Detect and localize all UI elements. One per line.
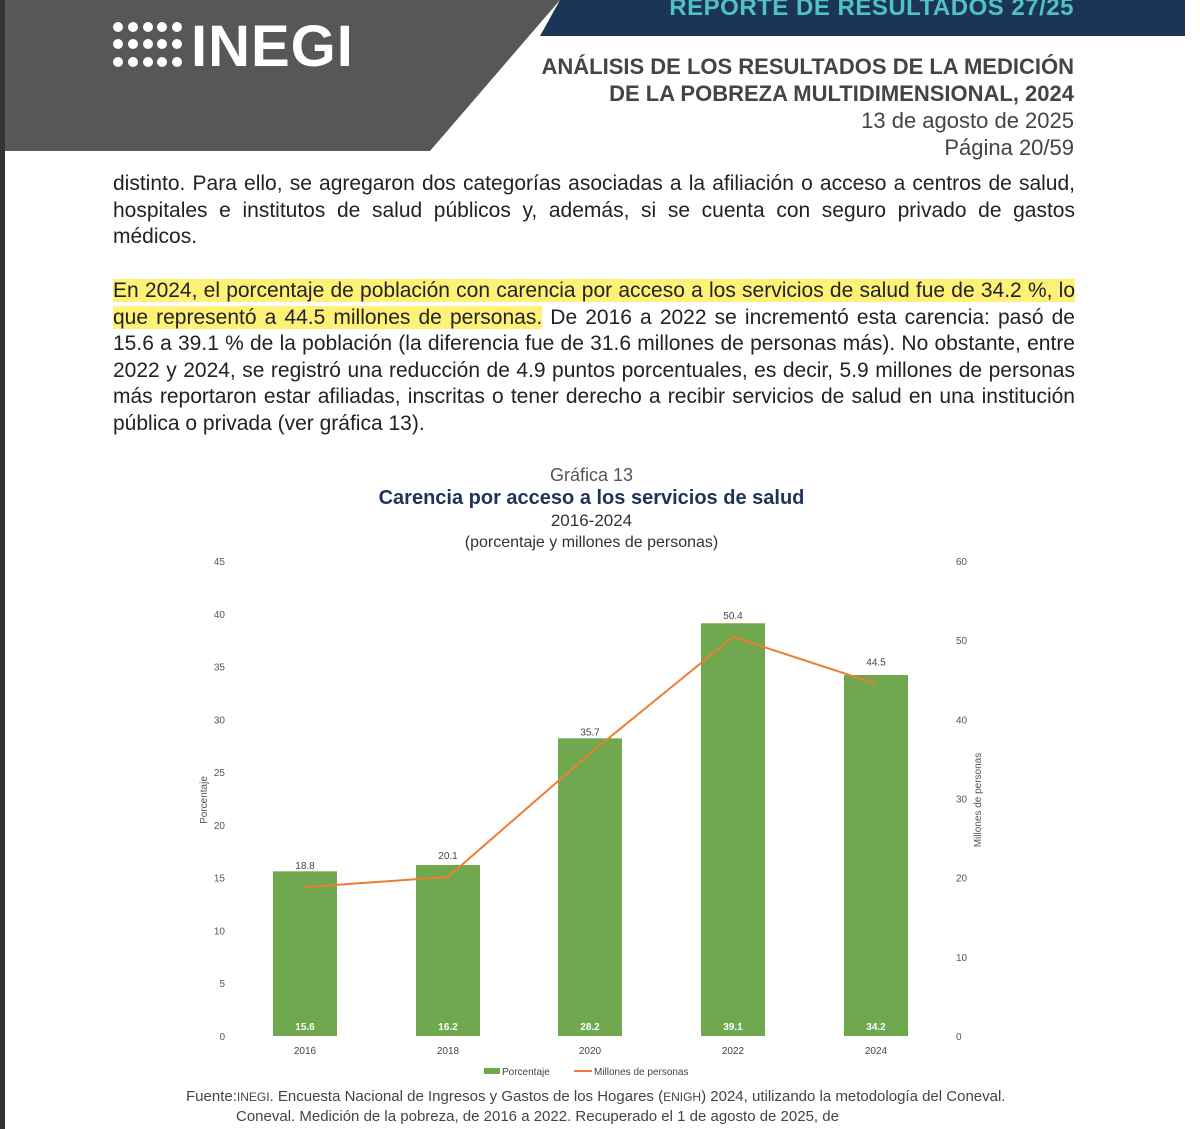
paragraph-2-rest: De 2016 a 2022 se incrementó esta carenc… [113,305,1075,435]
bar [273,871,337,1036]
y2-tick-label: 50 [956,636,968,647]
chart-units: (porcentaje y millones de personas) [464,534,719,551]
y-tick-label: 5 [219,979,225,990]
source-note: Fuente:INEGI. Encuesta Nacional de Ingre… [186,1087,1005,1126]
doc-title-1: ANÁLISIS DE LOS RESULTADOS DE LA MEDICIÓ… [541,54,1074,79]
y2-tick-label: 0 [956,1032,962,1043]
y2-tick-label: 30 [956,795,968,806]
line-data-label: 35.7 [580,727,600,738]
doc-date: 13 de agosto de 2025 [861,108,1074,133]
document-header: ANÁLISIS DE LOS RESULTADOS DE LA MEDICIÓ… [541,53,1074,161]
source-label: Fuente: [186,1088,237,1105]
paragraph-1: distinto. Para ello, se agregaron dos ca… [113,172,1075,249]
y-tick-label: 25 [214,768,226,779]
legend-label-line: Millones de personas [594,1067,689,1078]
y-tick-label: 45 [214,557,226,568]
y2-tick-label: 40 [956,715,968,726]
inegi-logo-mark-icon [113,22,185,72]
line-data-label: 20.1 [438,851,458,862]
window-edge [0,0,5,1129]
inegi-logo: INEGI [113,14,354,79]
header-report-band [540,0,1185,36]
bar-data-label: 34.2 [866,1022,886,1033]
y-tick-label: 15 [214,874,226,885]
bar [844,675,908,1036]
x-tick-label: 2020 [579,1046,602,1057]
bar-data-label: 28.2 [580,1022,600,1033]
y-tick-label: 30 [214,715,226,726]
line-data-label: 50.4 [723,611,743,622]
source-enigh: ENIGH [663,1090,702,1104]
paragraph-2: En 2024, el porcentaje de población con … [113,278,1075,438]
x-tick-label: 2018 [437,1046,460,1057]
bar [701,623,765,1036]
report-number: REPORTE DE RESULTADOS 27/25 [669,0,1074,21]
line-data-label: 18.8 [295,861,315,872]
logo-text: INEGI [191,14,354,79]
line-data-label: 44.5 [866,658,886,669]
line-series [304,635,877,889]
y-tick-label: 40 [214,610,226,621]
x-tick-label: 2024 [865,1046,888,1057]
y2-axis-label: Millones de personas [973,753,984,848]
source-inegi: INEGI [236,1090,270,1104]
bar-data-label: 15.6 [295,1022,315,1033]
source-line-2: Coneval. Medición de la pobreza, de 2016… [236,1108,839,1125]
y-tick-label: 35 [214,663,226,674]
page-number: Página 20/59 [944,135,1074,160]
y-tick-label: 0 [219,1032,225,1043]
source-text-b: ) 2024, utilizando la metodología del Co… [701,1088,1006,1105]
source-text-a: . Encuesta Nacional de Ingresos y Gastos… [269,1088,664,1105]
chart-subtitle: 2016-2024 [550,511,633,530]
doc-title-2: DE LA POBREZA MULTIDIMENSIONAL, 2024 [609,81,1074,106]
y-axis-label: Porcentaje [199,776,210,824]
chart-label: Gráfica 13 [549,465,634,485]
y-tick-label: 10 [214,926,226,937]
x-tick-label: 2016 [294,1046,317,1057]
bar-data-label: 39.1 [723,1022,743,1033]
x-tick-label: 2022 [722,1046,745,1057]
bar-data-label: 16.2 [438,1022,458,1033]
legend-label-bars: Porcentaje [502,1067,550,1078]
y2-tick-label: 10 [956,953,968,964]
y-tick-label: 20 [214,821,226,832]
legend-swatch-bars [484,1068,500,1074]
y2-tick-label: 20 [956,874,968,885]
bar [558,738,622,1036]
y2-tick-label: 60 [956,557,968,568]
chart-title: Carencia por acceso a los servicios de s… [378,487,805,509]
bar [416,865,480,1036]
